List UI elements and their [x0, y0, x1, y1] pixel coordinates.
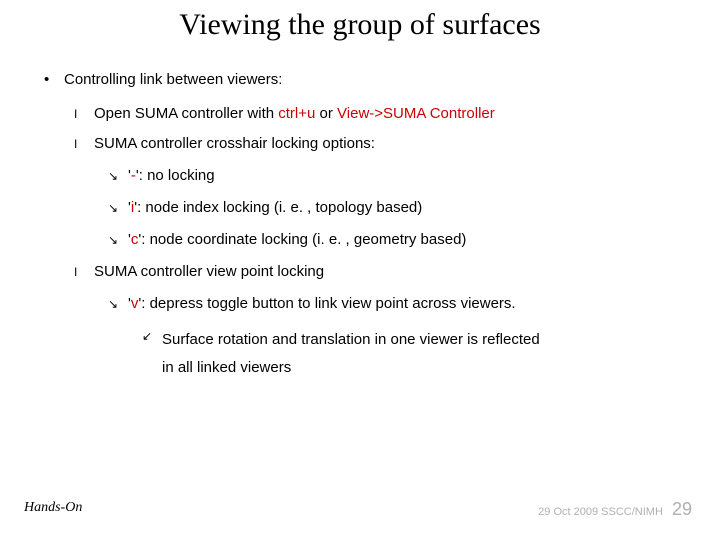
bullet-l3: ↘ '-': no locking — [108, 166, 690, 186]
l3b-text: 'i': node index locking (i. e. , topolog… — [128, 198, 422, 218]
slide: Viewing the group of surfaces • Controll… — [0, 0, 720, 540]
text-segment: in all linked viewers — [162, 359, 291, 376]
arrow-icon: ↘ — [108, 294, 128, 314]
text-segment: or — [315, 105, 337, 122]
l4a-text: Surface rotation and translation in one … — [162, 326, 540, 382]
footer-right: 29 Oct 2009 SSCC/NIMH 29 — [538, 499, 692, 520]
dot-icon: • — [44, 70, 64, 90]
sub-icon: I — [74, 262, 94, 282]
text-segment: ': depress toggle button to link view po… — [138, 295, 515, 312]
text-segment: Surface rotation and translation in one … — [162, 331, 540, 348]
bullet-l2: I SUMA controller crosshair locking opti… — [74, 134, 690, 154]
arrow-icon: ↘ — [108, 166, 128, 186]
sub-icon: I — [74, 104, 94, 124]
bullet-l3: ↘ 'i': node index locking (i. e. , topol… — [108, 198, 690, 218]
footer-left: Hands-On — [24, 500, 82, 516]
l3c-text: 'c': node coordinate locking (i. e. , ge… — [128, 230, 466, 250]
slide-title: Viewing the group of surfaces — [0, 0, 720, 42]
footer-org: SSCC/NIMH — [601, 506, 663, 518]
text-segment: Open SUMA controller with — [94, 105, 278, 122]
text-segment: ': node coordinate locking (i. e. , geom… — [138, 231, 466, 248]
arrow-icon: ↘ — [108, 198, 128, 218]
l3a-text: '-': no locking — [128, 166, 215, 186]
bullet-l4: ↙ Surface rotation and translation in on… — [142, 326, 690, 382]
text-segment: ': no locking — [136, 167, 215, 184]
bullet-l3: ↘ 'c': node coordinate locking (i. e. , … — [108, 230, 690, 250]
bullet-l1: • Controlling link between viewers: — [44, 70, 690, 90]
arrow-icon: ↘ — [108, 230, 128, 250]
sub-icon: I — [74, 134, 94, 154]
menu-path-text: View->SUMA Controller — [337, 105, 495, 122]
bullet-l2: I Open SUMA controller with ctrl+u or Vi… — [74, 104, 690, 124]
bullet-l2: I SUMA controller view point locking — [74, 262, 690, 282]
shortcut-text: ctrl+u — [278, 105, 315, 122]
l2a-text: Open SUMA controller with ctrl+u or View… — [94, 104, 495, 124]
slide-body: • Controlling link between viewers: I Op… — [44, 60, 690, 394]
l3d-text: 'v': depress toggle button to link view … — [128, 294, 516, 314]
l1-text: Controlling link between viewers: — [64, 70, 282, 90]
l2c-text: SUMA controller view point locking — [94, 262, 324, 282]
page-number: 29 — [672, 499, 692, 519]
footer-date: 29 Oct 2009 — [538, 506, 598, 518]
l2b-text: SUMA controller crosshair locking option… — [94, 134, 375, 154]
bullet-l3: ↘ 'v': depress toggle button to link vie… — [108, 294, 690, 314]
arrow-icon: ↙ — [142, 326, 162, 346]
text-segment: ': node index locking (i. e. , topology … — [134, 199, 422, 216]
